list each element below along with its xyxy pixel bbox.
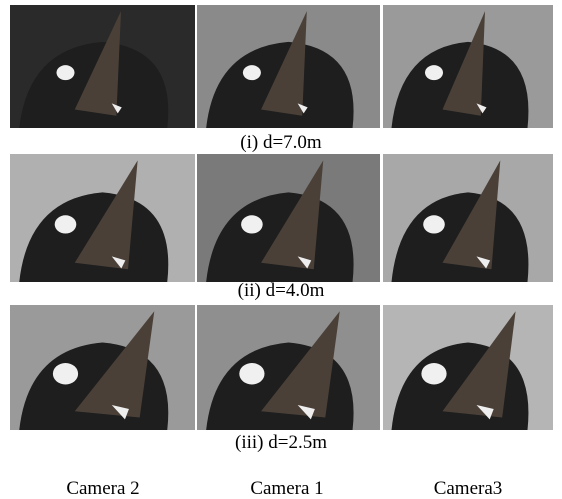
eagle-head [241, 215, 263, 233]
row-caption: (i) d=7.0m [0, 132, 562, 154]
column-label: Camera 1 [197, 478, 377, 499]
eagle-head [423, 215, 445, 233]
column-label: Camera 2 [13, 478, 193, 499]
eagle-head [57, 65, 75, 80]
eagle-head [421, 363, 446, 384]
row-caption: (ii) d=4.0m [0, 280, 562, 302]
eagle-head [55, 215, 77, 233]
column-label: Camera3 [378, 478, 558, 499]
eagle-head [425, 65, 443, 80]
eagle-head [53, 363, 78, 384]
eagle-head [243, 65, 261, 80]
figure: (i) d=7.0m (ii) d=4.0m (iii) d=2.5m Came… [0, 0, 562, 499]
eagle-head [239, 363, 264, 384]
photo-grid [0, 0, 562, 499]
row-caption: (iii) d=2.5m [0, 432, 562, 454]
